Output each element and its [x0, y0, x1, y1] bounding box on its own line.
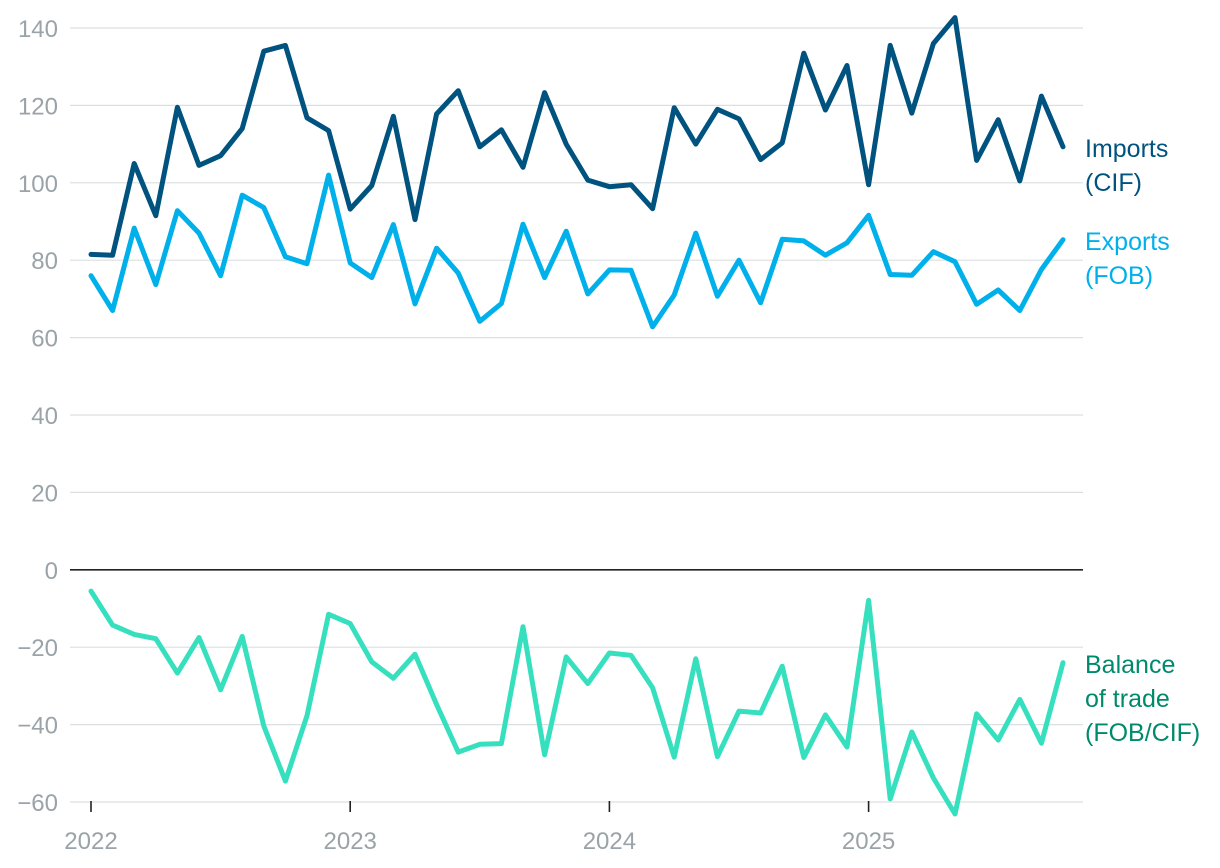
y-tick-label: 20	[31, 480, 58, 507]
series-label-3: Balance of trade (FOB/CIF)	[1085, 651, 1200, 747]
y-tick-label: −20	[17, 635, 58, 662]
series-label-line: Imports	[1085, 135, 1168, 163]
y-tick-label: 0	[45, 558, 58, 585]
series-label-2: Exports (FOB)	[1085, 228, 1170, 290]
series-label-1: Imports (CIF)	[1085, 135, 1168, 197]
x-axis: 2022 2023 2024 2025	[64, 801, 895, 855]
series-lines	[88, 15, 1066, 817]
series-line-2	[88, 172, 1066, 330]
x-tick-label: 2023	[324, 828, 377, 855]
y-tick-label: 120	[18, 93, 58, 120]
series-label-line: Exports	[1085, 228, 1170, 256]
series-label-line: (FOB)	[1085, 262, 1153, 290]
x-tick-label: 2024	[583, 828, 636, 855]
series-line-1	[88, 15, 1066, 258]
series-label-line: (CIF)	[1085, 169, 1142, 197]
y-tick-label: −40	[17, 713, 58, 740]
series-labels: Imports (CIF) Exports (FOB) Balance of trade (…	[1085, 135, 1200, 747]
x-tick-label: 2025	[842, 828, 895, 855]
series-line-3	[88, 588, 1066, 817]
y-tick-label: 40	[31, 403, 58, 430]
y-tick-label: −60	[17, 790, 58, 817]
y-tick-label: 80	[31, 248, 58, 275]
y-tick-label: 100	[18, 171, 58, 198]
y-tick-label: 140	[18, 16, 58, 43]
series-label-line: Balance	[1085, 651, 1175, 679]
y-axis: −60 −40 −20 0 20 40 60 80 100 120 140	[17, 16, 58, 817]
x-tick-label: 2022	[64, 828, 117, 855]
series-label-line: of trade	[1085, 685, 1170, 713]
y-tick-label: 60	[31, 326, 58, 353]
series-label-line: (FOB/CIF)	[1085, 719, 1200, 747]
